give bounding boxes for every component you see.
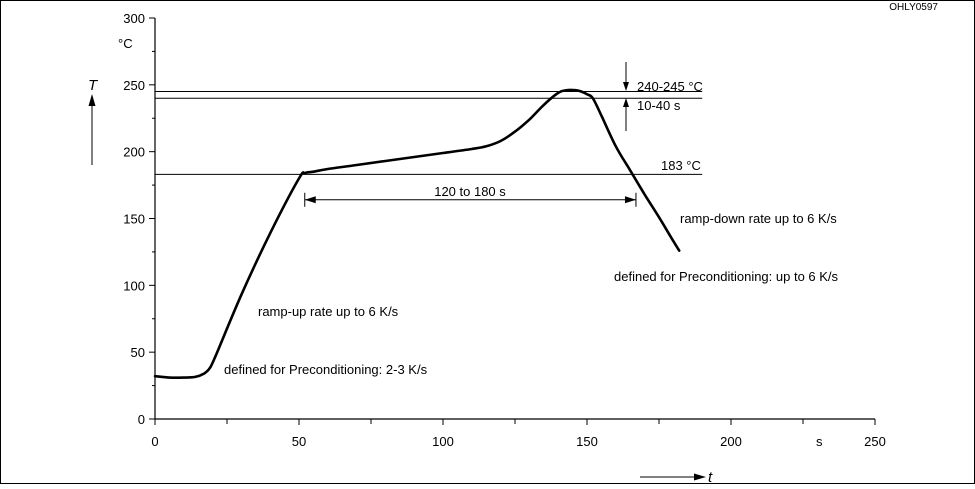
y-tick-label: 0 bbox=[138, 412, 145, 427]
figure-id: OHLY0597 bbox=[889, 2, 938, 13]
y-axis-unit: °C bbox=[118, 36, 133, 51]
ramp-up-label: ramp-up rate up to 6 K/s bbox=[258, 304, 399, 319]
y-axis-ticks: 0 50 100 150 200 250 300 bbox=[123, 11, 155, 427]
y-tick-label: 150 bbox=[123, 212, 145, 227]
x-axis-label: t bbox=[708, 469, 713, 484]
x-tick-label: 250 bbox=[864, 434, 886, 449]
reference-lines bbox=[155, 91, 703, 175]
y-tick-label: 250 bbox=[123, 78, 145, 93]
ramp-down-label: ramp-down rate up to 6 K/s bbox=[680, 211, 837, 226]
y-tick-label: 300 bbox=[123, 11, 145, 26]
liquidus-temp-label: 183 °C bbox=[661, 158, 701, 173]
y-tick-label: 100 bbox=[123, 278, 145, 293]
y-axis-arrow-head bbox=[88, 94, 96, 106]
peak-temp-label: 240-245 °C bbox=[637, 79, 703, 94]
x-tick-label: 200 bbox=[720, 434, 742, 449]
x-axis-ticks: 0 50 100 150 200 250 bbox=[151, 419, 886, 449]
x-tick-label: 150 bbox=[576, 434, 598, 449]
x-axis-unit: s bbox=[816, 434, 823, 449]
duration-span-label: 120 to 180 s bbox=[434, 184, 506, 199]
x-tick-label: 0 bbox=[151, 434, 158, 449]
y-tick-label: 200 bbox=[123, 145, 145, 160]
duration-span-left-arrowhead bbox=[304, 196, 316, 204]
preconditioning-ramp-up-label: defined for Preconditioning: 2-3 K/s bbox=[224, 362, 428, 377]
duration-span-right-arrowhead bbox=[624, 196, 636, 204]
y-tick-label: 50 bbox=[131, 345, 145, 360]
duration-span-arrow bbox=[304, 192, 637, 207]
preconditioning-ramp-down-label: defined for Preconditioning: up to 6 K/s bbox=[614, 269, 839, 284]
peak-band-up-arrow-head bbox=[623, 98, 629, 107]
reflow-profile-curve bbox=[153, 88, 681, 380]
x-tick-label: 100 bbox=[432, 434, 454, 449]
peak-time-label: 10-40 s bbox=[637, 98, 681, 113]
y-axis-label: T bbox=[88, 77, 99, 94]
x-tick-label: 50 bbox=[292, 434, 306, 449]
x-axis-arrow-head bbox=[694, 473, 706, 481]
peak-band-down-arrow-head bbox=[623, 82, 629, 91]
